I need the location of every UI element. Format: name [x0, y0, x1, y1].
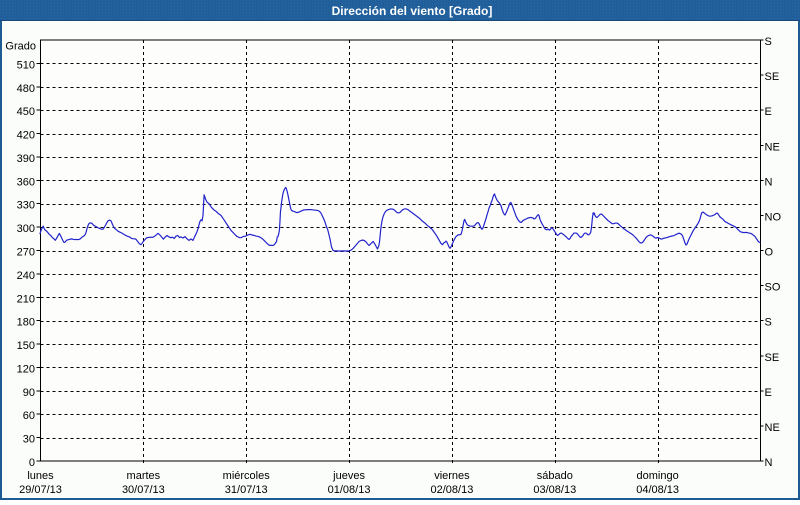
- svg-text:jueves: jueves: [332, 470, 365, 482]
- svg-text:04/08/13: 04/08/13: [636, 484, 679, 496]
- svg-text:sábado: sábado: [537, 470, 573, 482]
- svg-text:180: 180: [17, 317, 35, 329]
- svg-text:Dirección del viento [Grado]: Dirección del viento [Grado]: [332, 4, 493, 18]
- svg-text:30: 30: [23, 434, 35, 446]
- svg-text:240: 240: [17, 270, 35, 282]
- svg-text:O: O: [765, 247, 774, 259]
- svg-text:0: 0: [29, 457, 35, 469]
- svg-text:viernes: viernes: [434, 470, 470, 482]
- svg-text:NE: NE: [765, 422, 780, 434]
- svg-text:60: 60: [23, 410, 35, 422]
- svg-text:30/07/13: 30/07/13: [122, 484, 165, 496]
- svg-text:NE: NE: [765, 141, 780, 153]
- svg-text:150: 150: [17, 340, 35, 352]
- svg-text:lunes: lunes: [27, 470, 54, 482]
- svg-text:360: 360: [17, 176, 35, 188]
- svg-text:E: E: [765, 106, 772, 118]
- svg-text:03/08/13: 03/08/13: [533, 484, 576, 496]
- svg-text:NO: NO: [765, 211, 782, 223]
- svg-text:martes: martes: [127, 470, 161, 482]
- svg-text:270: 270: [17, 247, 35, 259]
- svg-text:90: 90: [23, 387, 35, 399]
- svg-text:450: 450: [17, 106, 35, 118]
- svg-text:N: N: [765, 176, 773, 188]
- svg-text:miércoles: miércoles: [223, 470, 271, 482]
- svg-text:01/08/13: 01/08/13: [328, 484, 371, 496]
- svg-text:510: 510: [17, 59, 35, 71]
- svg-text:N: N: [765, 457, 773, 469]
- svg-text:Grado: Grado: [5, 41, 36, 53]
- svg-text:29/07/13: 29/07/13: [19, 484, 62, 496]
- svg-text:02/08/13: 02/08/13: [431, 484, 474, 496]
- svg-text:330: 330: [17, 200, 35, 212]
- svg-text:SO: SO: [765, 282, 781, 294]
- svg-text:31/07/13: 31/07/13: [225, 484, 268, 496]
- svg-text:S: S: [765, 36, 772, 48]
- svg-text:420: 420: [17, 130, 35, 142]
- svg-text:domingo: domingo: [637, 470, 679, 482]
- svg-text:E: E: [765, 387, 772, 399]
- svg-text:S: S: [765, 317, 772, 329]
- svg-text:210: 210: [17, 293, 35, 305]
- svg-text:120: 120: [17, 363, 35, 375]
- svg-text:390: 390: [17, 153, 35, 165]
- svg-text:480: 480: [17, 83, 35, 95]
- svg-text:SE: SE: [765, 352, 780, 364]
- svg-text:SE: SE: [765, 71, 780, 83]
- svg-text:300: 300: [17, 223, 35, 235]
